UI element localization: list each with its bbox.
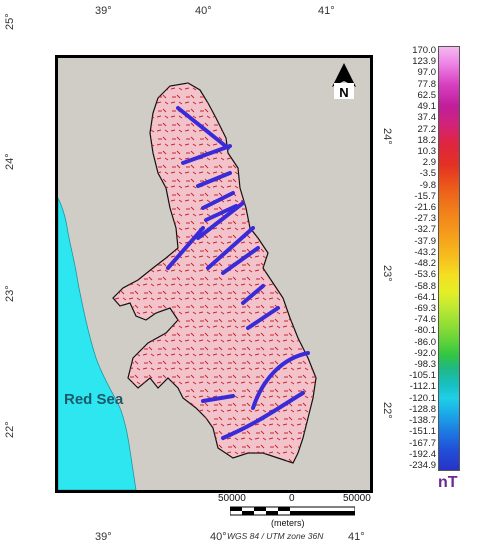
lineament [241,284,265,305]
legend-tick-label: -21.6 [414,202,436,214]
lon-label-top-41: 41° [318,5,335,17]
legend-tick-label: -105.1 [409,370,436,382]
legend-tick-label: 97.0 [417,67,437,79]
lineament [246,306,280,330]
lat-label-right-22: 22° [381,402,393,419]
legend-tick-label: -80.1 [414,325,436,337]
legend-tick-label: -192.4 [409,448,436,460]
lat-label-left-22: 22° [4,421,16,438]
legend-tick-label: 2.9 [422,157,436,169]
legend-tick-label: 123.9 [412,56,436,68]
legend-ticks: 170.0 123.9 97.0 77.8 62.5 49.1 37.4 27.2 18.2 10… [398,46,438,471]
legend-tick-label: -58.8 [414,280,436,292]
legend-tick-label: -74.6 [414,314,436,326]
legend-tick-label: -234.9 [409,460,436,471]
lineament [201,191,235,210]
legend-tick-label: 18.2 [417,134,437,146]
projection-label: WGS 84 / UTM zone 36N [227,531,324,541]
legend-tick-label: 27.2 [417,123,437,135]
legend-unit: nT [438,474,458,491]
legend-tick-label: -138.7 [409,415,436,427]
lat-label-right-24: 24° [381,128,393,145]
legend-tick-label: -27.3 [414,213,436,225]
legend-tick-label: -37.9 [414,235,436,247]
lineament [204,204,238,222]
legend-tick-label: -112.1 [409,381,436,393]
map-frame [55,55,373,493]
scale-left-label: 50000 [218,493,246,504]
scale-center-label: 0 [289,493,295,504]
legend-tick-label: -86.0 [414,336,436,348]
lineament [251,351,310,410]
lineament [176,106,230,150]
red-sea-area [58,197,137,490]
legend-tick-label: -48.2 [414,258,436,270]
lineament [201,394,235,403]
legend-tick-label: -128.8 [409,403,436,415]
legend-tick-label: -69.3 [414,302,436,314]
legend-tick-label: -32.7 [414,224,436,236]
legend-tick-label: -43.2 [414,246,436,258]
scale-bar [230,506,355,516]
legend-tick-label: -64.1 [414,291,436,303]
legend-tick-label: -9.8 [419,179,436,191]
north-arrow-icon: N [332,63,356,100]
legend-tick-label: -167.7 [409,437,436,449]
lon-label-top-39: 39° [95,5,112,17]
lon-label-bottom-41: 41° [348,531,365,543]
lon-label-top-40: 40° [195,5,212,17]
legend-tick-label: 49.1 [417,101,437,113]
legend-tick-label: -98.3 [414,359,436,371]
north-label: N [339,85,348,100]
red-sea-label: Red Sea [64,391,124,408]
scale-right-label: 50000 [343,493,371,504]
lon-label-bottom-40: 40° [210,531,227,543]
legend-color-bar [438,46,460,471]
legend-tick-label: -3.5 [419,168,436,180]
lineament [221,246,260,275]
map-canvas [58,82,317,490]
lineament [221,391,305,440]
scale-units: (meters) [271,518,305,528]
lon-label-bottom-39: 39° [95,531,112,543]
lat-label-right-23: 23° [381,265,393,282]
lineament [166,226,205,270]
lineament [196,171,232,188]
legend-tick-label: 37.4 [417,112,437,124]
legend-tick-label: -92.0 [414,347,436,359]
legend-tick-label: 170.0 [412,45,436,56]
lineament [181,144,232,165]
legend-tick-label: -53.6 [414,269,436,281]
legend-tick-label: 10.3 [417,145,437,157]
lineament [196,201,245,240]
lat-label-left-23: 23° [4,285,16,302]
lineament [206,226,255,270]
legend-tick-label: -15.7 [414,190,436,202]
legend-tick-label: -151.1 [409,426,436,438]
legend-tick-label: 77.8 [417,78,437,90]
lat-label-left-24: 24° [4,153,16,170]
lineaments [166,106,310,440]
study-area-anomaly-dashes [113,83,316,463]
lat-label-left-25: 25° [4,13,16,30]
legend-tick-label: -120.1 [409,392,436,404]
legend-tick-label: 62.5 [417,89,437,101]
